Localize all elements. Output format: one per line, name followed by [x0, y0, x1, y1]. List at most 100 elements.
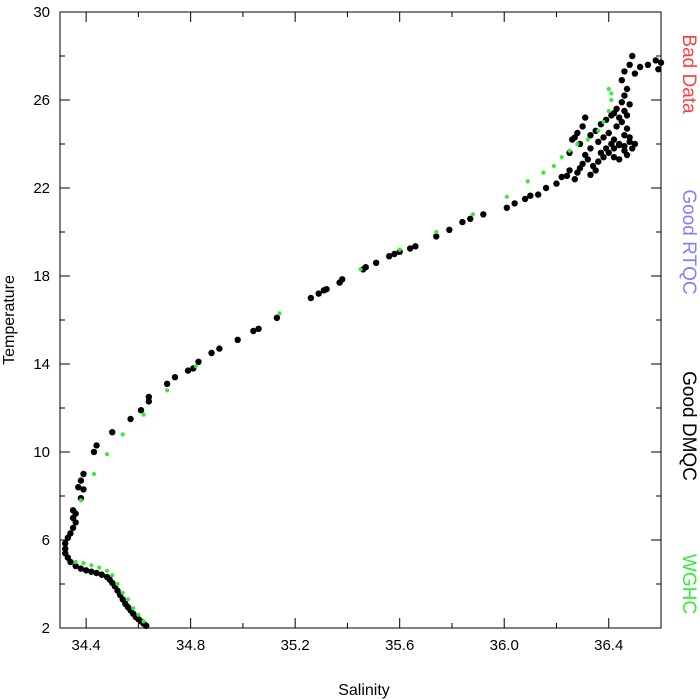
good-dmqc-point: [615, 140, 623, 148]
good-dmqc-point: [216, 345, 223, 352]
good-dmqc-point: [323, 286, 330, 293]
plot-border: [59, 11, 662, 629]
wghc-point: [110, 573, 115, 578]
wghc-point: [358, 267, 363, 272]
y-tick-label: 14: [33, 356, 50, 373]
good-dmqc-point: [250, 327, 257, 335]
good-dmqc-point: [307, 294, 315, 302]
y-tick-label: 26: [33, 92, 50, 109]
data-points: [62, 52, 665, 629]
y-tick-label: 22: [33, 180, 50, 197]
wghc-point: [397, 247, 402, 252]
good-dmqc-point: [631, 140, 639, 148]
wghc-point: [601, 119, 606, 125]
wghc-point: [551, 163, 556, 169]
legend: Bad Data Good RTQC Good DMQC WGHC: [678, 34, 699, 614]
good-dmqc-point: [592, 167, 599, 174]
good-dmqc-point: [90, 448, 98, 456]
good-dmqc-point: [77, 565, 85, 572]
wghc-point: [104, 452, 110, 457]
good-dmqc-point: [103, 573, 111, 581]
x-tick-label: 36.4: [594, 637, 623, 654]
wghc-point: [91, 471, 97, 477]
good-dmqc-point: [391, 250, 398, 258]
good-dmqc-point: [571, 134, 578, 141]
wghc-point: [115, 581, 120, 587]
wghc-point: [596, 128, 601, 133]
wghc-point: [104, 568, 110, 573]
good-dmqc-point: [623, 85, 631, 93]
good-dmqc-point: [610, 110, 618, 117]
wghc-point: [141, 412, 146, 417]
good-dmqc-point: [480, 211, 487, 218]
good-dmqc-point: [446, 226, 453, 233]
good-dmqc-point: [621, 92, 628, 99]
good-dmqc-point: [511, 200, 518, 207]
x-tick-label: 35.6: [385, 637, 414, 654]
good-dmqc-point: [613, 123, 620, 130]
good-dmqc-point: [145, 393, 153, 401]
good-dmqc-point: [629, 52, 636, 60]
wghc-point: [609, 97, 614, 103]
good-dmqc-point: [626, 101, 633, 108]
wghc-point: [136, 612, 141, 617]
good-dmqc-point: [626, 138, 633, 145]
good-dmqc-point: [655, 66, 662, 73]
wghc-point: [504, 194, 509, 199]
good-dmqc-point: [195, 358, 202, 365]
good-dmqc-point: [652, 57, 659, 64]
wghc-point: [89, 563, 94, 568]
good-dmqc-point: [362, 264, 369, 271]
good-dmqc-point: [521, 195, 529, 203]
good-dmqc-point: [579, 123, 586, 130]
wghc-point: [125, 597, 131, 602]
legend-wghc: WGHC: [678, 554, 699, 614]
good-dmqc-point: [62, 550, 69, 557]
good-dmqc-point: [93, 442, 100, 449]
wghc-point: [141, 619, 146, 624]
good-dmqc-point: [69, 507, 77, 514]
good-dmqc-point: [621, 143, 628, 150]
good-dmqc-point: [621, 107, 628, 115]
good-dmqc-point: [595, 158, 602, 165]
good-dmqc-point: [273, 314, 281, 321]
good-dmqc-point: [621, 132, 628, 139]
good-dmqc-point: [171, 374, 179, 381]
good-dmqc-point: [657, 59, 665, 66]
good-dmqc-point: [553, 180, 560, 187]
wghc-point: [575, 141, 580, 147]
good-dmqc-point: [563, 172, 571, 180]
good-dmqc-point: [234, 336, 241, 343]
good-dmqc-point: [626, 61, 633, 68]
good-dmqc-point: [62, 540, 69, 547]
x-tick-label: 34.8: [176, 637, 205, 654]
good-dmqc-point: [109, 429, 116, 436]
good-dmqc-point: [623, 125, 631, 132]
good-dmqc-point: [621, 68, 628, 75]
good-dmqc-point: [574, 169, 581, 176]
good-dmqc-point: [534, 191, 542, 198]
wghc-point: [559, 155, 564, 160]
good-dmqc-point: [255, 325, 262, 332]
good-dmqc-point: [93, 569, 100, 577]
good-dmqc-point: [80, 470, 87, 478]
wghc-point: [609, 91, 614, 96]
good-dmqc-point: [582, 151, 589, 159]
good-dmqc-point: [315, 290, 322, 297]
wghc-point: [585, 137, 590, 142]
good-dmqc-point: [72, 562, 79, 570]
wghc-point: [470, 212, 475, 217]
good-dmqc-point: [600, 134, 607, 141]
good-dmqc-point: [608, 140, 615, 148]
legend-good-dmqc: Good DMQC: [678, 371, 699, 481]
wghc-point: [120, 590, 125, 595]
good-dmqc-point: [631, 70, 639, 77]
wghc-point: [567, 148, 572, 153]
good-dmqc-point: [527, 192, 534, 199]
wghc-point: [541, 170, 546, 175]
wghc-point: [277, 311, 282, 316]
good-dmqc-point: [644, 61, 652, 68]
plot-frame: [59, 11, 662, 629]
good-dmqc-point: [587, 132, 594, 139]
y-tick-label: 10: [33, 444, 50, 461]
